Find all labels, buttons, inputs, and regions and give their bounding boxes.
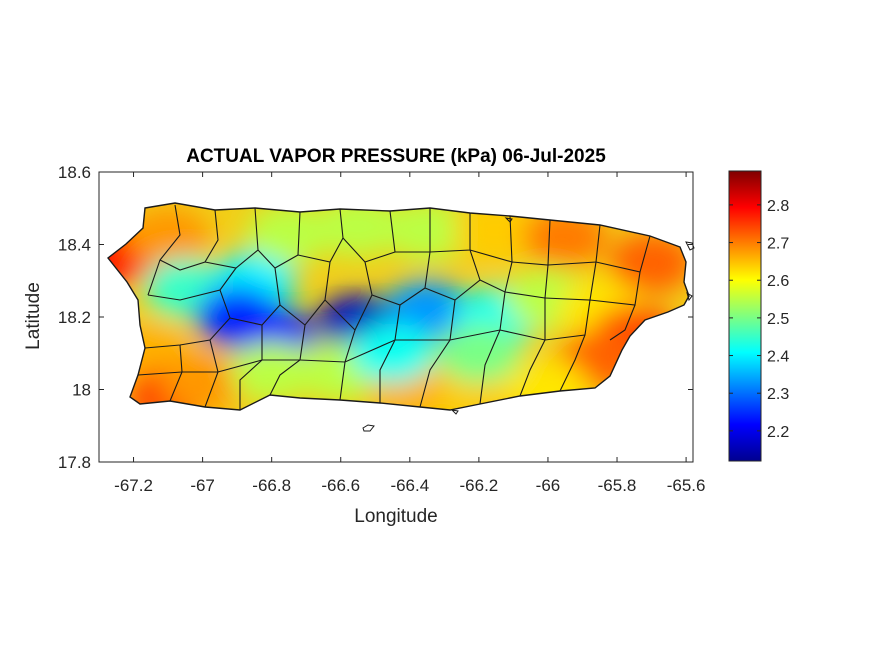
x-tick-label: -67: [190, 476, 215, 495]
y-tick-label: 18: [72, 381, 91, 400]
x-axis-label: Longitude: [354, 506, 437, 527]
field-sample-13: [385, 279, 470, 340]
colorbar-tick-label: 2.6: [767, 273, 789, 290]
field-sample-1: [126, 207, 211, 268]
x-tick-label: -65.8: [598, 476, 637, 495]
colorbar-tick-label: 2.7: [767, 236, 789, 253]
field-sample-9: [609, 232, 689, 293]
field-sample-5: [316, 203, 401, 257]
x-tick-label: -66.4: [390, 476, 429, 495]
field-sample-22: [229, 341, 314, 402]
chart-title: ACTUAL VAPOR PRESSURE (kPa) 06-Jul-2025: [186, 146, 606, 167]
x-tick-label: -67.2: [114, 476, 153, 495]
y-tick-label: 18.2: [58, 308, 91, 327]
x-tick-label: -66: [536, 476, 561, 495]
y-tick-label: 18.6: [58, 163, 91, 182]
municipality-boundaries: [107, 202, 690, 411]
x-tick-label: -66.2: [460, 476, 499, 495]
field-sample-28: [350, 323, 435, 384]
x-axis: -67.2 -67 -66.8 -66.6 -66.4 -66.2 -66 -65.8 -65.…: [114, 172, 705, 495]
colorbar-tick-label: 2.3: [767, 386, 789, 403]
colorbar: [728, 170, 762, 462]
colorbar-tick-label: 2.2: [767, 424, 789, 441]
field-sample-6: [385, 203, 470, 260]
x-tick-label: -66.6: [321, 476, 360, 495]
y-axis: 17.8 18 18.2 18.4 18.6: [58, 163, 693, 472]
colorbar-tick-label: 2.4: [767, 349, 789, 366]
y-axis-label: Latitude: [23, 282, 44, 350]
field-sample-4: [246, 203, 331, 264]
x-tick-label: -66.8: [252, 476, 291, 495]
colorbar-tick-label: 2.5: [767, 311, 789, 328]
y-tick-label: 18.4: [58, 236, 91, 255]
colorbar-ticks: 2.2 2.3 2.4 2.5 2.6 2.7 2.8: [729, 198, 789, 441]
offshore-islets: [362, 217, 695, 432]
y-tick-label: 17.8: [58, 453, 91, 472]
x-tick-label: -65.6: [667, 476, 706, 495]
colorbar-tick-label: 2.8: [767, 198, 789, 215]
